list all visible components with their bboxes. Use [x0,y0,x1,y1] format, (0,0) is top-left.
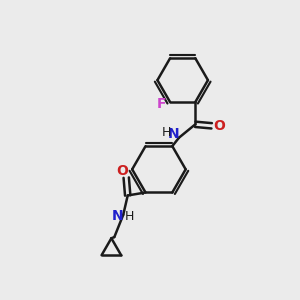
Text: H: H [125,210,134,223]
Text: O: O [213,119,225,133]
Text: N: N [168,127,179,141]
Text: N: N [112,209,124,223]
Text: F: F [157,97,166,110]
Text: O: O [116,164,128,178]
Text: H: H [162,126,171,139]
